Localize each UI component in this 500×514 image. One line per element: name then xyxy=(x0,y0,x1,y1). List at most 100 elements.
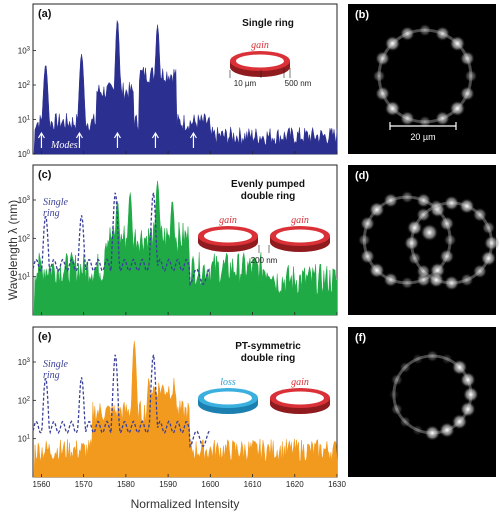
emission-spot xyxy=(462,386,479,403)
scale-bar-label: 20 µm xyxy=(410,132,435,142)
gap-marker xyxy=(258,245,270,253)
emission-spot xyxy=(481,220,496,235)
emission-spot xyxy=(464,69,478,83)
emission-spot xyxy=(400,190,414,204)
image-label: (b) xyxy=(355,9,369,21)
gain-ring-icon xyxy=(270,388,330,414)
y-tick-label: 102 xyxy=(18,234,31,243)
scale-bar xyxy=(389,122,457,130)
emission-spot xyxy=(429,199,444,213)
emission-spot xyxy=(426,349,439,363)
emission-spot xyxy=(459,85,475,102)
emission-spot xyxy=(375,50,391,67)
emission-spot xyxy=(418,23,432,37)
y-tick-label: 102 xyxy=(18,81,31,90)
panel-a: 100 101 102 103 (a) Single ring Modes gain 10 µm… xyxy=(18,3,338,159)
emission-spot xyxy=(416,192,432,208)
y-tick-label: 103 xyxy=(18,196,31,205)
y-tick-label: 101 xyxy=(18,273,31,282)
spectrum-area xyxy=(33,340,338,478)
emission-spot xyxy=(399,361,412,374)
y-tick-label: 103 xyxy=(18,358,31,367)
emission-spot xyxy=(424,424,441,441)
panel-e: 101 102 103 1560 1570 1580 1590 1600 1610 1620 163… xyxy=(18,326,346,489)
gain-ring-icon xyxy=(230,51,290,77)
emission-spot xyxy=(443,275,460,291)
emission-spot xyxy=(399,415,412,428)
x-axis-title: Normalized Intensity xyxy=(131,497,240,511)
emission-spot xyxy=(458,198,475,215)
x-tick-label: 1620 xyxy=(286,480,304,489)
emission-spot xyxy=(403,235,420,251)
emission-spot xyxy=(406,219,423,236)
y-tick-label: 102 xyxy=(18,396,31,405)
single-ring-label: ring xyxy=(43,370,60,381)
emission-spot xyxy=(359,248,376,264)
emission-spot xyxy=(449,35,466,52)
mode-arrow xyxy=(189,131,197,148)
emission-spot xyxy=(407,251,422,266)
emission-spot xyxy=(428,271,445,288)
x-tick-label: 1590 xyxy=(159,480,177,489)
emission-spot xyxy=(383,192,399,208)
image-panel-d: (d) xyxy=(348,165,500,315)
image-panel-b: (b) 20 µm xyxy=(348,4,496,154)
spectrum-area xyxy=(33,20,338,155)
panel-title: double ring xyxy=(241,191,295,202)
emission-spot xyxy=(399,110,415,126)
microscope-image xyxy=(348,327,496,477)
y-tick-label: 103 xyxy=(18,47,31,56)
emission-spot xyxy=(441,353,453,365)
ring-label-gain: gain xyxy=(291,377,309,388)
emission-spot xyxy=(451,359,468,376)
emission-spot xyxy=(439,422,456,439)
single-ring-label: ring xyxy=(43,208,60,219)
single-ring-dashed-curve xyxy=(32,192,211,287)
emission-spot xyxy=(480,250,497,267)
emission-spot xyxy=(383,272,399,288)
single-ring-dashed-curve xyxy=(32,354,211,449)
emission-spot xyxy=(388,389,400,400)
emission-spot xyxy=(372,69,386,83)
emission-spot xyxy=(451,413,468,430)
emission-spot xyxy=(459,401,476,418)
emission-spot xyxy=(449,100,466,117)
dim-label-width: 500 nm xyxy=(285,79,312,88)
x-tick-label: 1610 xyxy=(244,480,262,489)
emission-spot xyxy=(460,273,474,287)
single-ring-label: Single xyxy=(43,197,69,208)
emission-spot xyxy=(359,216,376,232)
y-tick-label: 101 xyxy=(18,116,31,125)
emission-spot xyxy=(483,235,500,251)
emission-spot xyxy=(400,276,414,290)
emission-spot xyxy=(368,201,385,218)
single-ring-label: Single xyxy=(43,359,69,370)
mode-arrow xyxy=(75,131,83,148)
panel-label: (c) xyxy=(38,169,52,181)
emission-spot xyxy=(439,216,455,232)
x-tick-label: 1580 xyxy=(117,480,135,489)
image-panel-f: (f) xyxy=(348,327,496,477)
emission-spot xyxy=(443,233,457,247)
panel-label: (e) xyxy=(38,331,52,343)
gain-ring-icon xyxy=(270,226,330,252)
ring-label-gain: gain xyxy=(251,40,269,51)
y-axis-title: Wavelength λ (nm) xyxy=(6,200,20,300)
spectrum-area xyxy=(33,180,338,316)
image-label: (f) xyxy=(355,332,366,344)
ring-label-gain: gain xyxy=(219,215,237,226)
emission-spot xyxy=(390,403,403,416)
emission-spot xyxy=(416,207,431,223)
emission-spot xyxy=(459,50,475,67)
x-tick-label: 1560 xyxy=(33,480,51,489)
emission-spot xyxy=(384,35,401,52)
panel-title: Evenly pumped xyxy=(231,179,305,190)
emission-spot xyxy=(390,373,403,386)
emission-spot xyxy=(357,233,371,247)
emission-spot xyxy=(399,26,415,42)
y-tick-label: 101 xyxy=(18,435,31,444)
mode-arrow xyxy=(151,131,159,148)
microscope-image xyxy=(348,165,496,315)
